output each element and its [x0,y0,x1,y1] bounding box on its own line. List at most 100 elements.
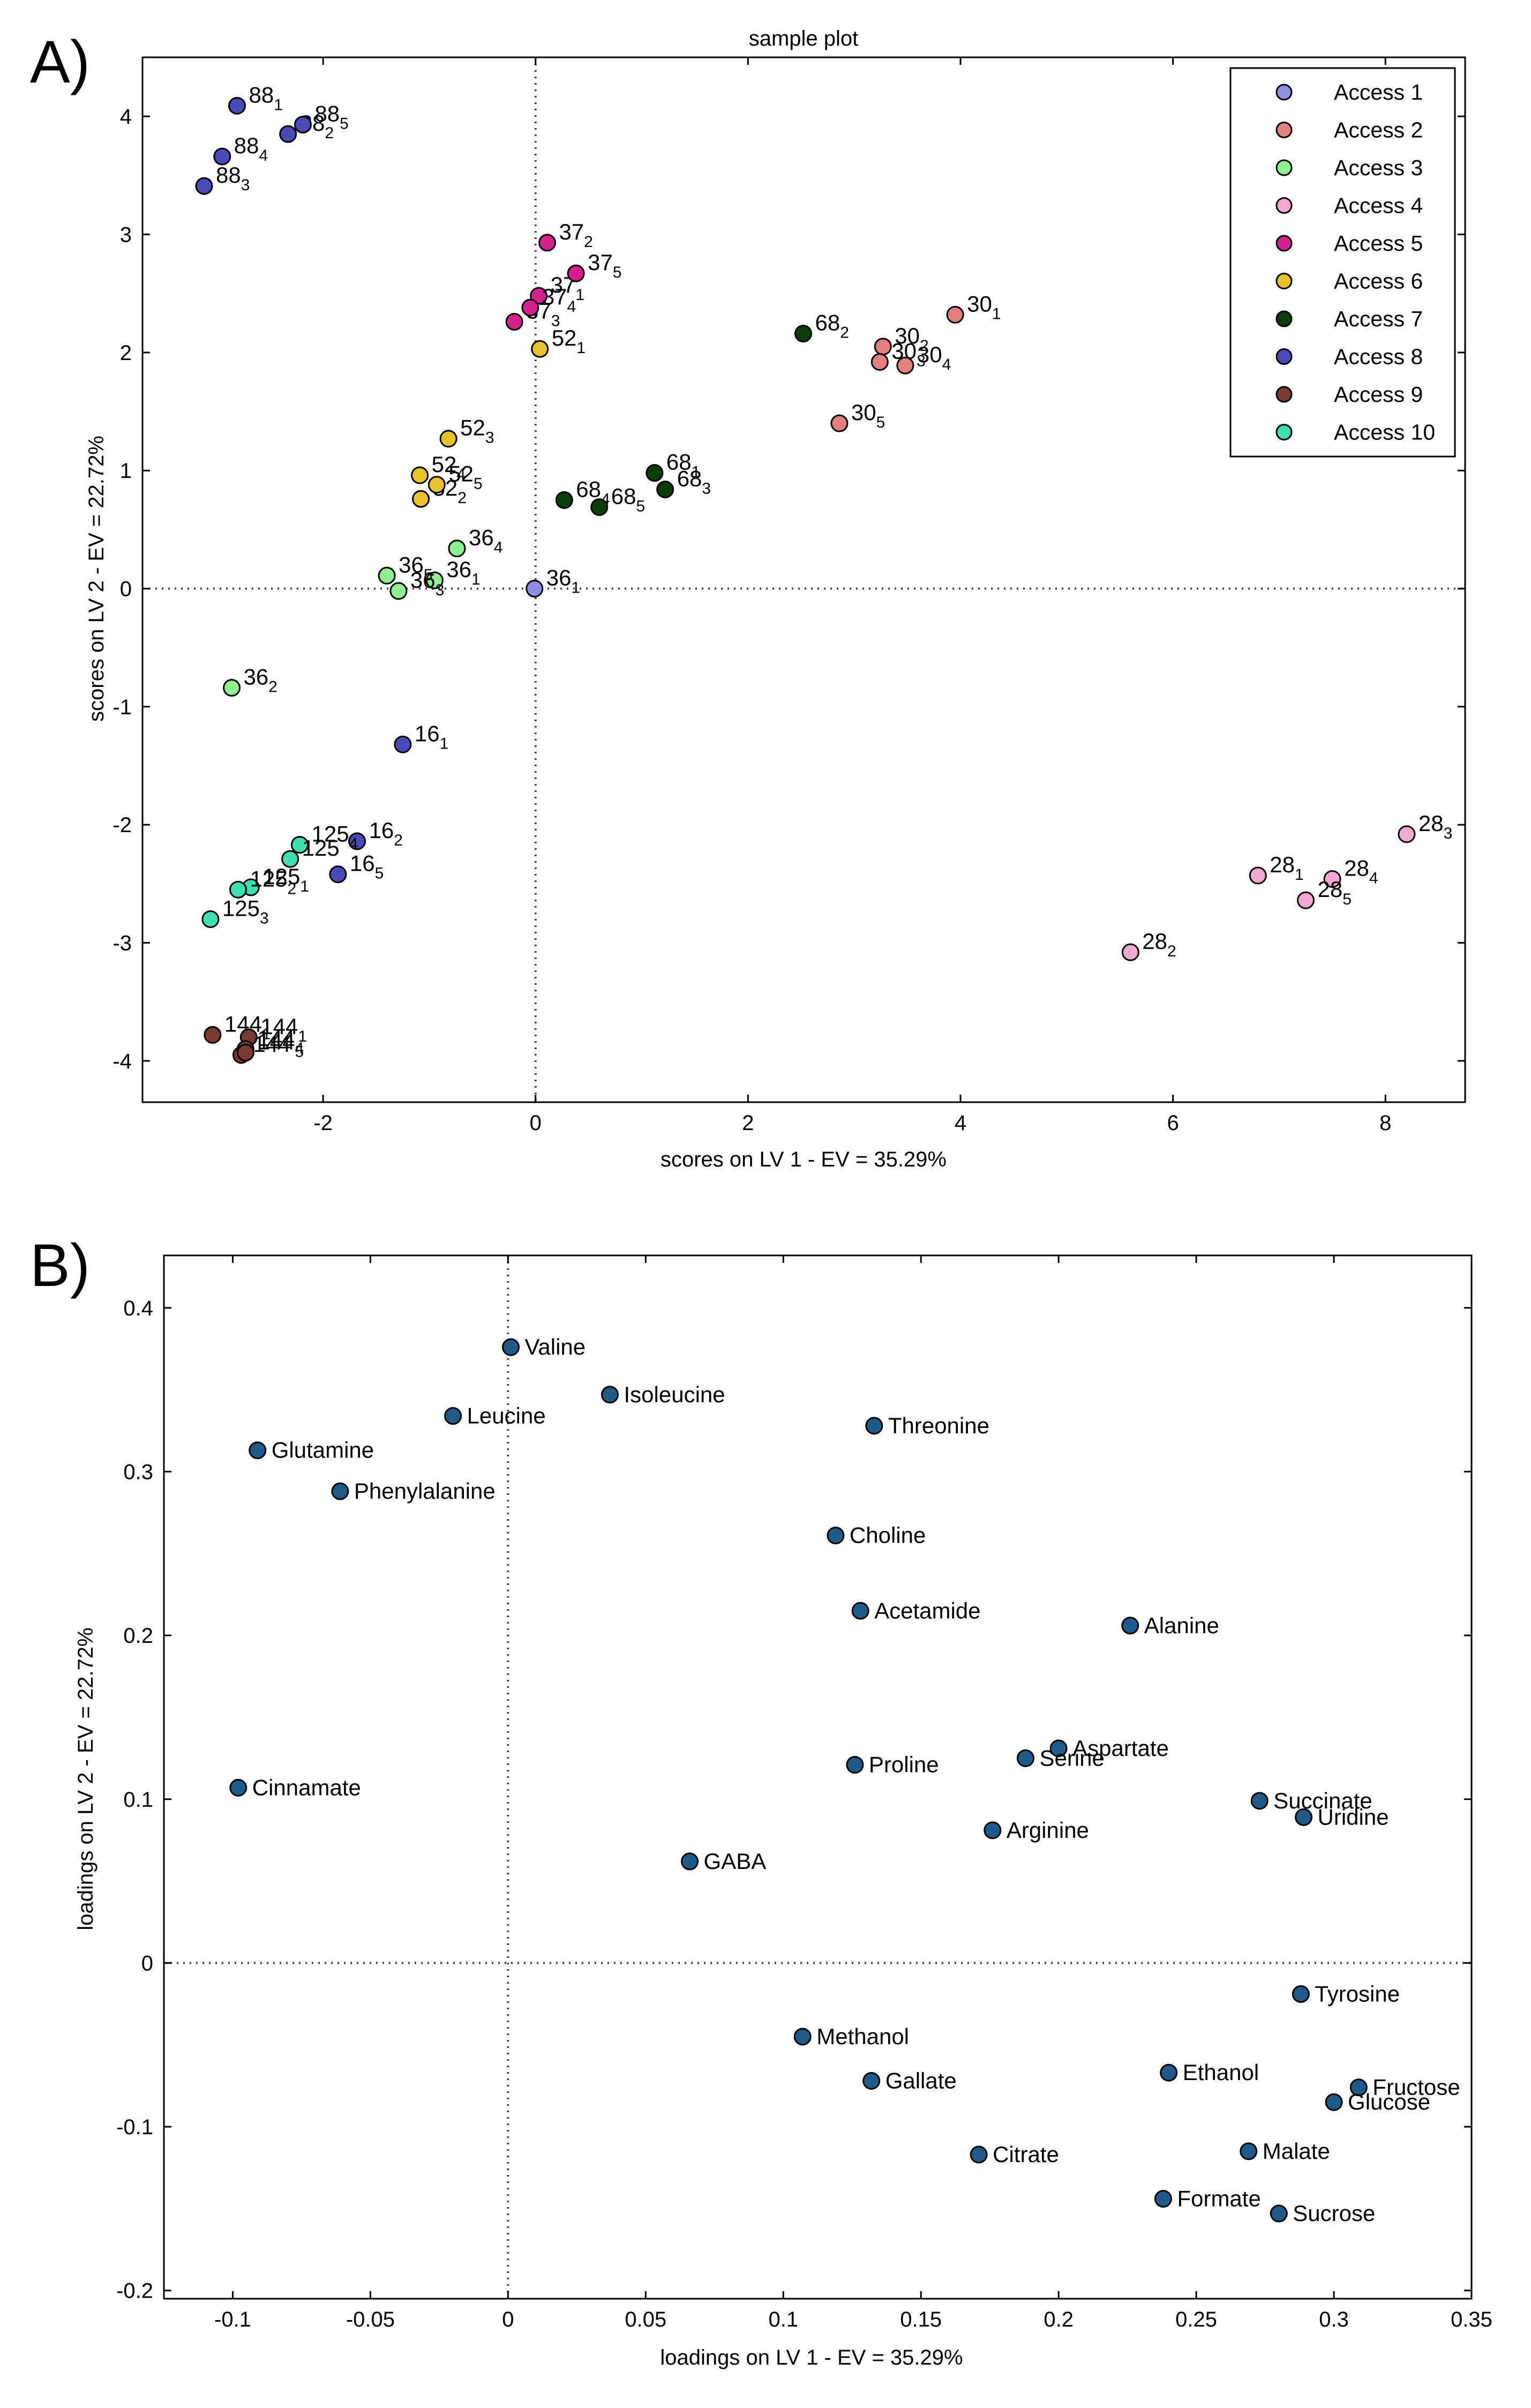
sample-label-subscript: 2 [584,233,593,251]
legend-entry-label: Access 8 [1334,345,1423,369]
legend-entry-label: Access 6 [1334,269,1423,294]
sample-label-subscript: 3 [436,581,445,599]
loading-label: Fructose [1372,2075,1460,2100]
sample-label: 301 [967,291,1001,323]
sample-label-subscript: 2 [1167,943,1176,960]
sample-label: 1444 [257,1026,304,1057]
panel-b-plot-area [163,1254,1473,2300]
sample-point [830,414,849,432]
sample-label-subscript: 4 [349,835,358,853]
sample-point [411,466,429,484]
loading-point [1154,2190,1172,2208]
panel-a-y-tick-label: 0 [120,578,132,601]
panel-a-legend: Access 1 Access 2 Access 3 Access 4 Access 5… [1229,67,1456,458]
loading-label: Proline [869,1752,939,1777]
loading-label: Aspartate [1072,1736,1169,1761]
legend-marker [1275,159,1293,176]
sample-label-text: 68 [666,450,692,475]
sample-label-subscript: 5 [340,115,349,133]
loading-label: Choline [850,1523,926,1548]
sample-label-subscript: 5 [636,497,645,515]
sample-point [213,147,231,166]
panel-a-y-tick-label: -2 [112,813,132,837]
panel-b-y-tick-label: -0.1 [116,2115,153,2139]
sample-point [531,340,549,358]
panel-b-loading-plot: B) -0.1 -0.05 0 0.05 0.1 0.15 0.2 0.25 0.3 0.35-0… [30,1232,1492,2369]
sample-label-text: 125 [302,835,340,861]
loading-point [1160,2063,1178,2082]
loading-label: Succinate [1273,1788,1372,1813]
sample-label: 281 [1270,852,1303,884]
panel-a-y-tick-label: 4 [120,105,132,129]
panel-b-points: Valine Isoleucine Leucine Threonine Glutamin… [229,1334,1460,2226]
sample-label: 682 [815,310,849,342]
sample-label-subscript: 3 [551,312,560,330]
sample-label-text: 36 [410,567,436,593]
loading-point [851,1602,869,1620]
sample-label-text: 28 [1318,877,1343,902]
sample-label-text: 144 [257,1029,295,1054]
sample-label: 165 [350,851,384,883]
panel-b-x-tick-label: 0 [502,2308,514,2331]
sample-point [874,338,892,356]
sample-label: 375 [588,250,621,281]
panel-a-y-tick-label: -3 [112,932,132,955]
panel-b-x-tick-label: -0.05 [346,2308,395,2331]
sample-label: 305 [851,400,885,431]
loading-label: Sucrose [1293,2201,1375,2226]
sample-point [281,850,299,868]
sample-point [448,540,466,558]
sample-label-text: 125 [312,821,349,847]
loading-label: Formate [1177,2186,1260,2211]
sample-label-subscript: 4 [295,1040,304,1057]
panel-a-y-tick-label: -4 [112,1050,132,1073]
sample-label-text: 36 [399,552,424,577]
sample-point [555,491,573,509]
sample-label-subscript: 2 [394,832,403,849]
sample-point [530,287,548,305]
sample-label-text: 68 [815,310,840,335]
sample-label: 364 [469,525,502,557]
sample-label-text: 16 [415,721,440,746]
sample-label-text: 68 [611,483,636,508]
sample-label-subscript: 1 [440,735,449,752]
panel-b-y-tick-label: -0.2 [116,2279,153,2303]
sample-label-text: 30 [917,342,942,367]
panel-a-x-tick-label: 0 [530,1111,542,1135]
sample-label: 374 [542,284,576,316]
loading-point [502,1338,520,1356]
panel-a-label: A) [30,28,90,95]
sample-label-subscript: 1 [274,96,283,114]
sample-label-subscript: 1 [300,878,309,895]
sample-label-subscript: 3 [917,352,926,370]
loading-point [681,1852,699,1871]
loading-point [1295,1808,1313,1826]
loading-point [827,1527,845,1545]
sample-point [279,125,297,143]
loading-point [1250,1792,1269,1810]
sample-label-subscript: 5 [876,414,885,431]
loading-label: Threonine [888,1413,989,1438]
sample-label-text: 125 [222,895,260,921]
sample-label-text: 36 [546,565,572,590]
sample-label-subscript: 1 [262,1025,271,1043]
sample-point [646,464,664,482]
loading-point [331,1482,349,1500]
sample-label-subscript: 2 [288,880,297,898]
sample-point [538,234,557,252]
sample-point [294,116,312,134]
sample-label: 1251 [262,864,309,895]
loading-point [1016,1749,1034,1767]
sample-label: 282 [1142,929,1176,960]
legend-marker [1275,310,1293,327]
panel-b-ticks: -0.1 -0.05 0 0.05 0.1 0.15 0.2 0.25 0.3 0.35 -0.2 -… [116,1255,1492,2331]
sample-label-subscript: 5 [613,264,622,281]
sample-label-subscript: 1 [1295,866,1304,884]
loading-label: Isoleucine [624,1382,725,1407]
loading-label: Glutamine [272,1438,374,1463]
sample-label-subscript: 4 [567,298,576,316]
loading-point [229,1778,247,1797]
sample-label: 525 [448,461,482,493]
sample-label-text: 37 [542,284,567,309]
